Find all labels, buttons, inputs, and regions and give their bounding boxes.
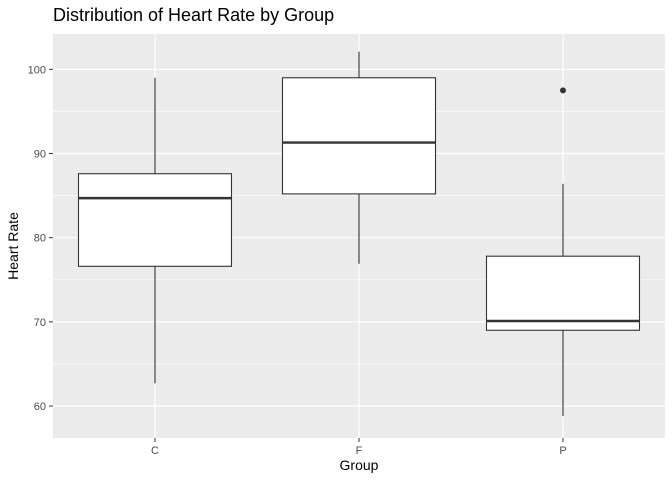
x-axis-title: Group <box>340 457 379 473</box>
box-iqr <box>485 255 641 331</box>
box-F <box>281 51 437 264</box>
x-tick-label: P <box>559 445 566 457</box>
boxplot-series <box>77 51 641 417</box>
outlier-point <box>560 87 566 94</box>
y-axis: 60 70 80 90 100 <box>28 64 53 413</box>
y-tick-label: 70 <box>34 317 46 329</box>
box-iqr <box>77 173 233 267</box>
box-C <box>77 77 233 384</box>
y-tick-label: 100 <box>28 64 46 76</box>
y-axis-title: Heart Rate <box>5 212 21 280</box>
y-tick-label: 60 <box>34 401 46 413</box>
y-tick-label: 80 <box>34 233 46 245</box>
chart-title: Distribution of Heart Rate by Group <box>53 5 334 25</box>
x-tick-label: F <box>356 445 363 457</box>
box-iqr <box>281 77 437 195</box>
y-tick-label: 90 <box>34 149 46 161</box>
x-tick-label: C <box>151 445 159 457</box>
box-P <box>485 87 641 417</box>
